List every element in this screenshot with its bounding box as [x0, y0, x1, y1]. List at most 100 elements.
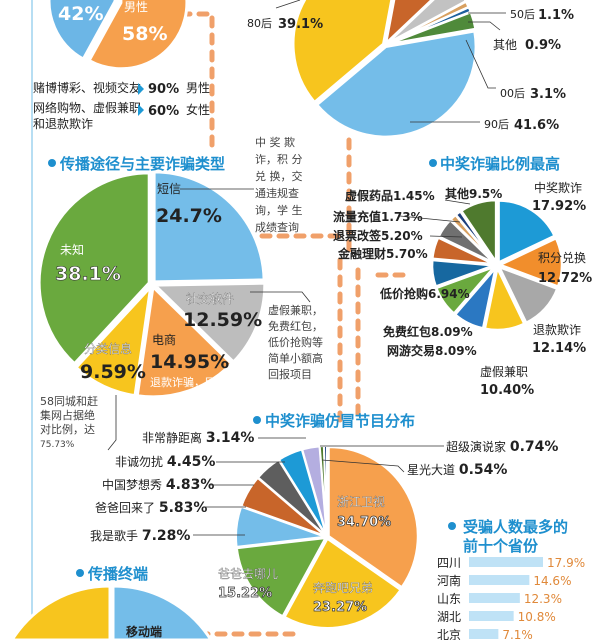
prize-label: 低价抢购6.94% — [379, 286, 470, 301]
note-text: 网络购物、虚假兼职 — [33, 100, 141, 115]
note-who: 男性 — [186, 81, 210, 95]
label: 电商 — [152, 332, 176, 347]
gender-note-female: 网络购物、虚假兼职 和退款欺诈 60% 女性 — [33, 100, 210, 131]
program-pct: 7.28% — [142, 528, 191, 544]
leader-line — [321, 459, 405, 473]
gender-note-male: 赌博博彩、视频交友 90% 男性 — [33, 80, 210, 97]
note-line: 58同城和赶 — [40, 394, 98, 408]
bullet-icon — [429, 159, 437, 167]
channel-slice-分类信息 — [73, 282, 153, 398]
prize-label: 退款欺诈 — [533, 323, 581, 337]
province-bar — [469, 593, 520, 603]
label: 短信 — [157, 182, 181, 196]
program-label: 奔跑吧兄弟 — [313, 581, 373, 595]
program-label: 浙江卫视 — [337, 494, 385, 509]
prize-label: 免费红包8.09% — [383, 324, 473, 339]
leader-line — [429, 235, 463, 238]
channel-slice-短信 — [152, 170, 266, 284]
note-line: 75.73% — [40, 440, 75, 450]
note-pct: 90% — [148, 82, 179, 97]
note-line: 诈，积 分 — [255, 153, 303, 166]
gender-male-pct: 58% — [122, 23, 167, 45]
age-labels: 80后 39.1% 50后 1.1% 其他 0.9% 00后 3.1% 90后 … — [247, 0, 574, 133]
program-pct: 0.54% — [459, 462, 508, 478]
province-name: 山东 — [437, 592, 461, 606]
prize-label: 金融理财5.70% — [337, 246, 428, 261]
province-bar — [469, 557, 543, 567]
note-line: 中 奖 欺 — [255, 135, 295, 149]
province-value: 10.8% — [518, 610, 556, 624]
province-value: 12.3% — [524, 592, 562, 606]
prize-slice-免费红包 — [434, 263, 499, 316]
note-pct: 60% — [148, 104, 179, 119]
province-title-1: 受骗人数最多的 — [463, 518, 568, 536]
terminal-mobile-label: 移动端 — [126, 624, 162, 639]
program-pct: 15.22% — [218, 586, 272, 601]
prize-slice-其他 — [459, 198, 498, 267]
terminal-slice-mobile — [111, 584, 213, 640]
province-bars: 四川 17.9% 河南 14.6% 山东 12.3% 湖北 10.8% 北京 7.1% — [437, 556, 585, 640]
gender-male-label: 男性 — [124, 0, 148, 14]
label-80: 80后 — [247, 17, 272, 30]
province-bar — [469, 575, 530, 585]
province-name: 湖北 — [437, 609, 461, 624]
province-name: 四川 — [437, 556, 461, 570]
prize-slice-网游交易 — [453, 263, 498, 330]
bullet-icon — [76, 569, 84, 577]
province-bar — [469, 629, 499, 639]
program-pct: 34.70% — [337, 515, 391, 530]
age-slice-80后 — [292, 0, 393, 104]
program-title: 中奖诈骗仿冒节目分布 — [265, 412, 415, 430]
arrow-icon — [138, 83, 144, 95]
prize-title: 中奖诈骗比例最高 — [440, 155, 560, 173]
channel-labels: 短信 24.7% 未知 38.1% 社交软件 12.59% 电商 14.95% … — [55, 182, 311, 451]
prize-slice-中奖欺诈 — [497, 199, 557, 265]
note-line: 通违规查 — [255, 186, 299, 200]
channel-slice-社交软件 — [151, 281, 267, 365]
arrow-icon — [138, 104, 144, 116]
province-name: 北京 — [437, 628, 461, 640]
prize-pct: 10.40% — [480, 383, 534, 398]
pct-80: 39.1% — [278, 17, 323, 32]
channel-slice-电商 — [135, 283, 234, 399]
program-label: 非常静距离 3.14% — [142, 430, 254, 446]
note-line: 成绩查询 — [255, 220, 299, 234]
program-label: 非诚勿扰 4.45% — [115, 454, 215, 470]
age-slice-00后 — [386, 10, 478, 46]
prize-label: 积分兑换 — [538, 251, 586, 265]
prize-pct: 12.72% — [538, 271, 592, 286]
program-slice-爸爸去哪儿 — [235, 536, 328, 618]
province-title-2: 前十个省份 — [463, 537, 539, 555]
pct-50: 1.1% — [538, 8, 574, 23]
program-pct: 0.74% — [510, 439, 559, 455]
note-text: 赌博博彩、视频交友 — [33, 80, 141, 95]
label: 未知 — [60, 243, 84, 257]
note-line: 对比例，达 — [40, 422, 95, 436]
note-line: 低价抢购等 — [268, 335, 323, 349]
program-label: 爸爸去哪儿 — [218, 567, 278, 581]
program-slice-浙江卫视 — [327, 446, 419, 589]
prize-pct: 12.14% — [532, 341, 586, 356]
note-line: 集网占据绝 — [40, 408, 95, 422]
sub-note: 退款诈骗，网游交易 — [150, 375, 249, 389]
program-pct: 5.83% — [159, 500, 208, 516]
province-value: 17.9% — [547, 556, 585, 570]
province-name: 河南 — [437, 573, 461, 588]
label-90: 90后 — [484, 118, 509, 131]
program-pct: 4.45% — [167, 454, 216, 470]
prize-label: 流量充值1.73% — [333, 209, 423, 224]
program-labels: 浙江卫视 34.70% 奔跑吧兄弟 23.27% 爸爸去哪儿 15.22% 我是歌手 7.2… — [90, 430, 558, 615]
terminal-title: 传播终端 — [87, 565, 148, 583]
label: 分类信息 — [84, 341, 132, 356]
prize-labels: 中奖欺诈 17.92% 积分兑换 12.72% 退款欺诈 12.14% 虚假兼职 10.40%… — [333, 180, 592, 398]
pct: 12.59% — [183, 309, 262, 331]
pct: 38.1% — [55, 263, 121, 285]
channel-title: 传播途径与主要诈骗类型 — [59, 155, 225, 173]
pie-charts — [10, 0, 564, 640]
program-label: 超级演说家 0.74% — [446, 439, 558, 455]
province-value: 14.6% — [533, 574, 571, 588]
program-pct: 23.27% — [313, 600, 367, 615]
program-label: 星光大道 0.54% — [407, 462, 507, 478]
